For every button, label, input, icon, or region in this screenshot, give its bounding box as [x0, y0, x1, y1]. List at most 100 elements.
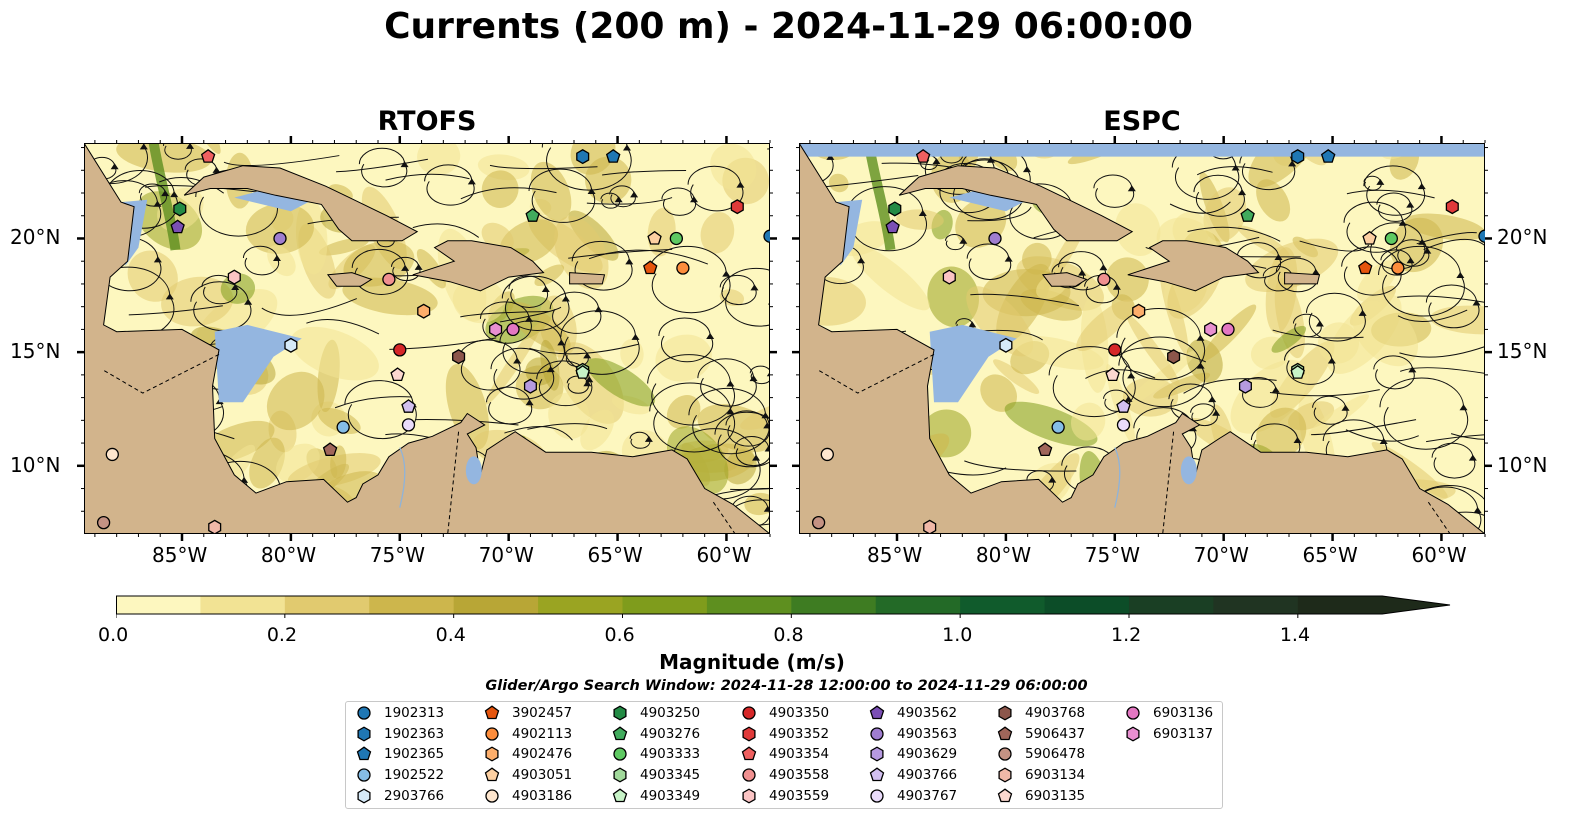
colorbar-segment — [369, 596, 455, 614]
legend-marker — [998, 767, 1012, 783]
legend-item-label: 1902363 — [384, 725, 445, 742]
platform-4903186 — [820, 447, 834, 462]
pentagon-marker-icon — [612, 788, 628, 802]
legend-marker — [485, 789, 499, 803]
land — [84, 143, 770, 534]
lon-left-5: 60°W — [696, 543, 752, 567]
legend-item: 4903276 — [612, 726, 700, 742]
legend-marker — [742, 768, 756, 782]
legend-marker — [869, 705, 885, 720]
colorbar-tick-label: 1.2 — [1110, 624, 1142, 646]
legend-marker — [870, 789, 884, 803]
lon-right-2: 75°W — [1084, 543, 1140, 567]
platform-4903354 — [200, 148, 216, 163]
river — [1114, 447, 1121, 508]
circle-marker-icon — [485, 789, 499, 803]
hexagon-marker-icon — [357, 726, 371, 742]
legend-item: 1902313 — [356, 705, 444, 721]
legend-item-label: 4902113 — [512, 725, 573, 742]
map-panel-rtofs — [84, 143, 770, 534]
colorbar-segment — [284, 596, 370, 614]
platform-3902457 — [643, 260, 658, 275]
legend-marker — [1126, 726, 1140, 742]
colorbar-segment — [538, 596, 623, 614]
legend-marker — [1126, 706, 1140, 720]
platform-4902113 — [1391, 261, 1405, 275]
legend-item-label: 4903768 — [1025, 705, 1086, 721]
hexagon-marker-icon — [998, 767, 1012, 783]
legend-item-label: 4903276 — [640, 725, 701, 742]
colorbar-label: Magnitude (m/s) — [659, 650, 845, 674]
pentagon-marker-icon — [356, 746, 372, 761]
legend-item: 5906478 — [997, 746, 1085, 762]
platform-2903766 — [284, 337, 298, 353]
legend-item: 1902522 — [356, 767, 444, 783]
legend-item: 4903768 — [997, 705, 1085, 721]
platform-4903558 — [1097, 272, 1111, 287]
colorbar-segment — [1128, 596, 1214, 614]
legend-item-label: 4903354 — [769, 746, 830, 763]
platform-4903562 — [885, 219, 900, 234]
legend-item: 4903767 — [869, 788, 957, 804]
colorbar-segment — [1297, 596, 1383, 614]
legend-item: 6903136 — [1125, 705, 1213, 721]
colorbar-segment — [116, 596, 201, 614]
platform-4903562 — [170, 219, 185, 234]
legend-item-label: 1902522 — [384, 767, 445, 784]
hexagon-marker-icon — [357, 788, 371, 804]
legend-item: 6903134 — [997, 767, 1085, 783]
legend-item: 4902113 — [484, 726, 572, 742]
platform-4903276 — [1240, 208, 1255, 222]
pentagon-marker-icon — [869, 705, 885, 720]
legend-item-label: 6903135 — [1025, 787, 1086, 804]
platform-4902476 — [1132, 303, 1146, 319]
hexagon-marker-icon — [870, 746, 884, 762]
legend-item-label: 4903562 — [897, 705, 958, 721]
platform-4903559 — [227, 269, 241, 285]
platform-6903135 — [1105, 367, 1120, 382]
platform-4903352 — [730, 199, 744, 215]
legend-item-label: 4903250 — [640, 705, 701, 721]
legend-item-label: 4903629 — [897, 746, 958, 763]
circle-marker-icon — [742, 706, 756, 720]
legend-item-label: 4903767 — [897, 787, 958, 804]
yucatan-current — [148, 143, 181, 251]
search-window-text: Glider/Argo Search Window: 2024-11-28 12… — [485, 678, 1088, 694]
legend-marker — [612, 726, 628, 740]
legend-marker — [613, 767, 627, 783]
platform-4903354 — [915, 148, 931, 163]
map-frame — [799, 143, 1485, 534]
colorbar-tick-label: 0.8 — [773, 624, 804, 646]
circle-marker-icon — [357, 768, 371, 782]
legend-marker — [485, 727, 499, 741]
legend-item-label: 4903333 — [640, 746, 701, 763]
colorbar-segment — [706, 596, 792, 614]
pentagon-marker-icon — [741, 746, 757, 761]
lat-right-1: 15°N — [1497, 339, 1548, 364]
platform-4903333 — [669, 231, 684, 246]
lat-right-0: 10°N — [1497, 452, 1548, 477]
platform-4903767 — [1116, 418, 1131, 432]
legend-item: 5906437 — [997, 726, 1085, 742]
platform-1902365 — [1320, 148, 1336, 163]
pentagon-marker-icon — [484, 705, 500, 720]
lon-left-2: 75°W — [369, 543, 425, 567]
platform-6903134 — [208, 519, 222, 534]
legend-item: 6903135 — [997, 788, 1085, 804]
platform-6903137 — [489, 321, 503, 337]
platform-4903250 — [888, 201, 902, 217]
legend-item: 4903563 — [869, 726, 957, 742]
platform-4903352 — [1445, 199, 1459, 215]
legend-item-label: 4903051 — [512, 767, 573, 784]
colorbar-tick-label: 0.6 — [604, 624, 635, 646]
map-frame — [84, 143, 770, 534]
platform-6903135 — [390, 367, 405, 382]
pentagon-marker-icon — [612, 726, 628, 740]
land — [799, 143, 1485, 534]
colorbar-extend-arrow — [1382, 596, 1450, 614]
shallow-water — [799, 143, 1485, 403]
platform-1902522 — [336, 420, 350, 434]
legend-item-label: 4903352 — [769, 725, 830, 742]
legend-marker — [741, 746, 757, 761]
hexagon-marker-icon — [998, 705, 1012, 721]
